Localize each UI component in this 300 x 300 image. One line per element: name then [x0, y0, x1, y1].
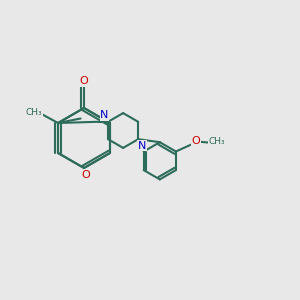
Text: O: O — [81, 169, 90, 180]
Text: N: N — [138, 141, 146, 151]
Text: CH₃: CH₃ — [208, 136, 225, 146]
Text: O: O — [192, 136, 200, 146]
Text: CH₃: CH₃ — [26, 108, 42, 117]
Text: O: O — [80, 76, 88, 86]
Text: N: N — [100, 110, 109, 120]
